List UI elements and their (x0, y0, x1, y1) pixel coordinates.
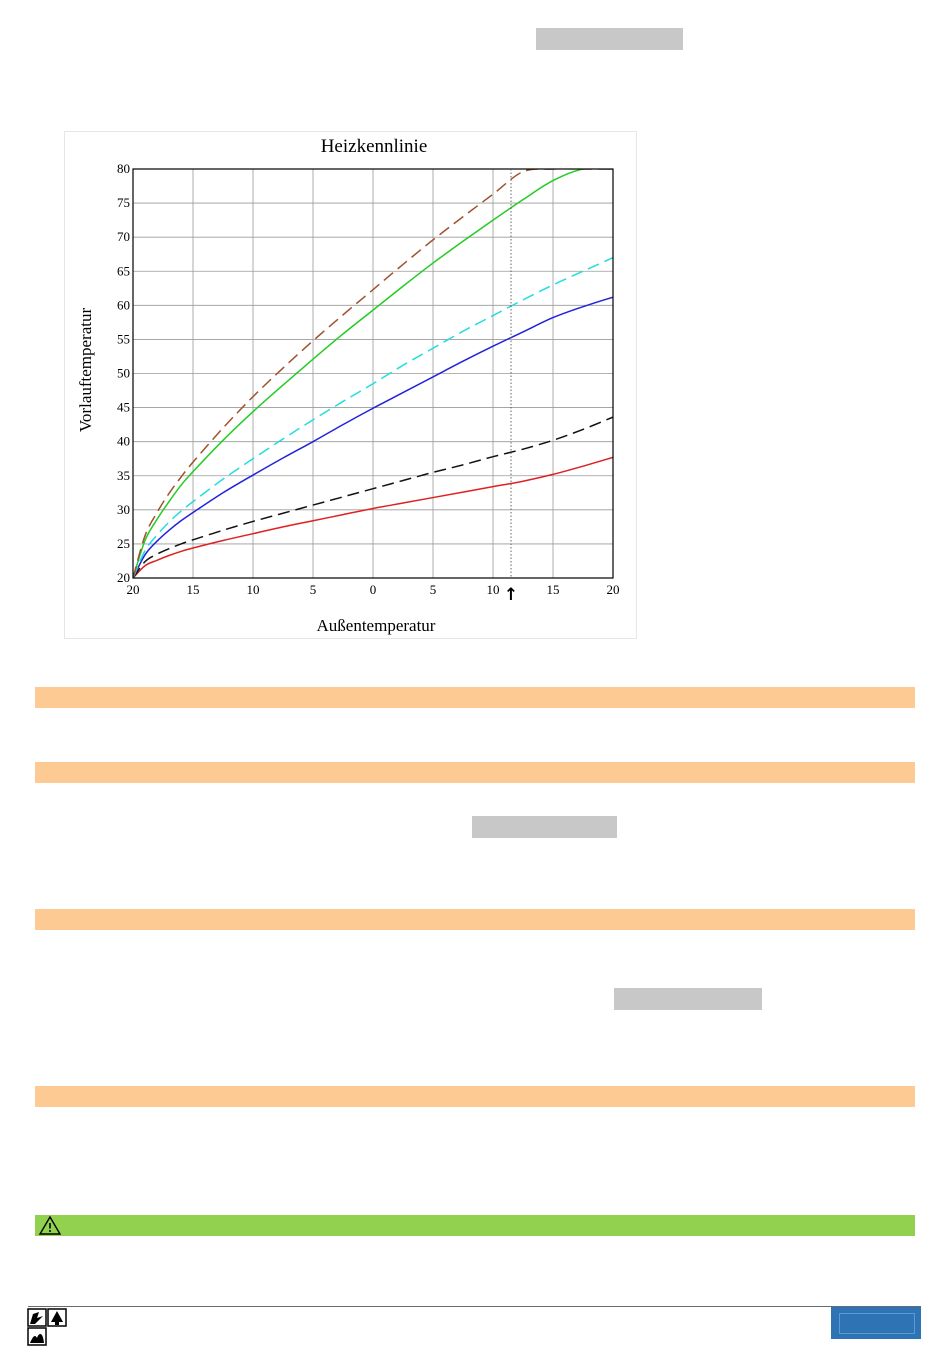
y-tick-label: 60 (117, 297, 130, 312)
x-axis-label: Außentemperatur (317, 616, 436, 635)
series-line-6 (133, 169, 613, 578)
y-tick-label: 55 (117, 331, 130, 346)
x-tick-label: 0 (370, 582, 377, 597)
x-tick-label: 5 (310, 582, 317, 597)
redacted-text-block (472, 816, 617, 838)
chart-title: Heizkennlinie (321, 136, 428, 157)
chart-svg: Heizkennlinie 20 15 10 5 0 5 10 15 2020253035404… (76, 136, 620, 635)
footer-divider (28, 1306, 921, 1307)
y-tick-label: 30 (117, 502, 130, 517)
warning-triangle-icon (38, 1215, 62, 1235)
y-tick-label: 25 (117, 536, 130, 551)
chart-grid (132, 168, 614, 579)
y-tick-label: 75 (117, 195, 130, 210)
marker-arrow-icon: ↑ (504, 585, 518, 605)
x-tick-label: 15 (547, 582, 560, 597)
section-header-bar (35, 909, 915, 930)
chart-ticks: 20 15 10 5 0 5 10 15 202025303540455055606570758… (117, 161, 620, 605)
x-tick-label: 5 (430, 582, 437, 597)
y-tick-label: 35 (117, 468, 130, 483)
series-line-4 (133, 256, 613, 578)
x-tick-label: 20 (127, 582, 140, 597)
x-tick-label: 20 (607, 582, 620, 597)
y-tick-label: 65 (117, 263, 130, 278)
x-tick-label: 10 (487, 582, 500, 597)
y-tick-label: 45 (117, 400, 130, 415)
y-axis-label: Vorlauftemperatur (76, 308, 95, 433)
x-tick-label: 15 (187, 582, 200, 597)
section-header-bar (35, 1086, 915, 1107)
y-tick-label: 50 (117, 366, 130, 381)
section-header-bar (35, 687, 915, 708)
section-header-bar (35, 762, 915, 783)
series-line-5 (133, 169, 613, 578)
heating-curve-chart: Heizkennlinie 20 15 10 5 0 5 10 15 20 20 25 30 35 40 4… (64, 131, 637, 639)
series-line-3 (133, 296, 613, 578)
series-line-1 (133, 456, 613, 578)
footer-page-box (831, 1307, 921, 1339)
plot-border (132, 168, 614, 579)
y-tick-label: 80 (117, 161, 130, 176)
chart-series (133, 169, 613, 578)
y-tick-label: 40 (117, 434, 130, 449)
x-tick-label: 10 (247, 582, 260, 597)
chart-axes (132, 168, 614, 579)
y-tick-label: 70 (117, 229, 130, 244)
redacted-heading-block (536, 28, 683, 50)
company-logo-icon (27, 1308, 67, 1346)
redacted-text-block (614, 988, 762, 1010)
warning-bar (35, 1215, 915, 1236)
y-tick-label: 20 (117, 570, 130, 585)
